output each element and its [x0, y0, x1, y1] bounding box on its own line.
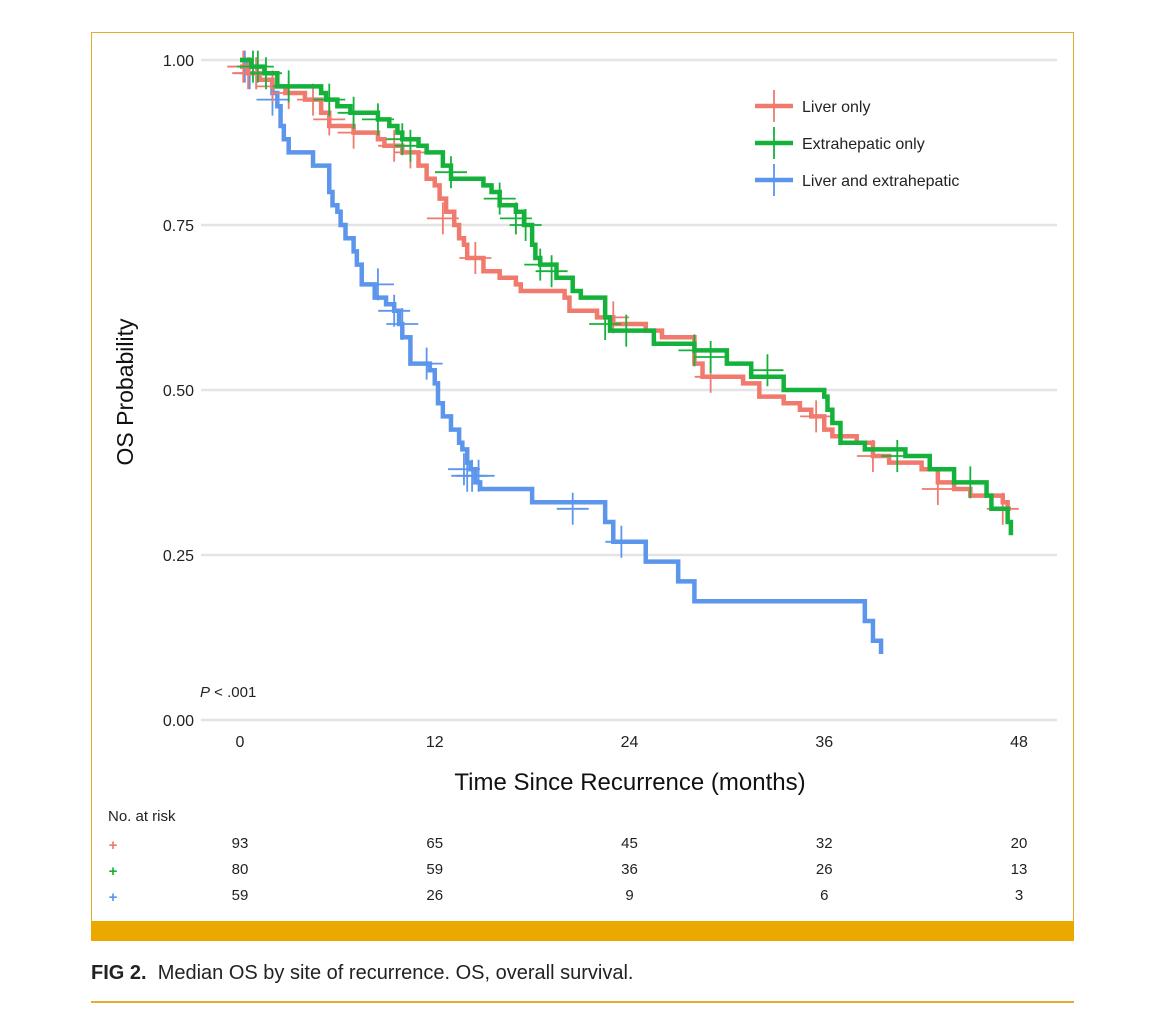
x-tick-label: 36 — [815, 734, 833, 751]
caption-rule — [91, 1001, 1074, 1003]
censor-mark — [386, 123, 419, 156]
censor-mark — [881, 440, 914, 472]
censor-mark — [426, 202, 459, 235]
legend-label: Liver only — [802, 99, 870, 116]
risk-count: 80 — [232, 861, 249, 878]
risk-row: +80 59 36 26 13 — [109, 861, 1028, 880]
censor-mark — [394, 129, 427, 162]
series-liver-only — [227, 50, 1019, 525]
censor-mark — [447, 453, 480, 486]
risk-row-marker: + — [109, 889, 118, 906]
censor-mark — [509, 209, 542, 241]
x-axis-ticks: 0 12 24 36 48 — [236, 734, 1028, 751]
risk-row: +93 65 45 32 20 — [109, 835, 1028, 854]
legend-item: Extrahepatic only — [755, 127, 925, 159]
y-tick-label: 1.00 — [163, 53, 194, 70]
censor-mark — [386, 308, 419, 340]
censor-mark — [678, 334, 711, 367]
censor-mark — [249, 57, 282, 90]
censor-mark — [361, 103, 394, 136]
legend-item: Liver and extrahepatic — [755, 164, 959, 196]
risk-table: No. at risk + 93 65 45 32 20 + 80 59 36 26 13 + 59 26 9 6… — [108, 808, 1027, 906]
risk-count: 65 — [426, 835, 443, 852]
x-tick-label: 0 — [236, 734, 245, 751]
y-axis-label: OS Probability — [112, 318, 138, 466]
censor-mark — [483, 182, 516, 215]
censor-mark — [378, 294, 411, 327]
y-tick-label: 0.25 — [163, 548, 194, 565]
censor-mark — [361, 268, 394, 301]
censor-mark — [800, 400, 833, 433]
censor-mark — [605, 525, 638, 558]
x-tick-label: 12 — [426, 734, 444, 751]
censor-mark — [921, 473, 954, 505]
censor-mark — [556, 492, 589, 525]
legend-label: Extrahepatic only — [802, 136, 925, 153]
censor-mark — [535, 255, 568, 288]
censor-mark — [459, 242, 492, 274]
caption-label: FIG 2. — [91, 962, 147, 984]
censor-mark — [597, 301, 630, 334]
censor-mark — [434, 156, 467, 189]
censor-mark — [954, 466, 987, 499]
y-tick-label: 0.00 — [163, 713, 194, 730]
series-extrahepatic-only — [236, 50, 1014, 536]
censor-mark — [337, 96, 370, 129]
x-tick-label: 24 — [621, 734, 639, 751]
legend-label: Liver and extrahepatic — [802, 173, 959, 190]
censor-mark — [694, 341, 727, 373]
censor-mark — [410, 347, 443, 380]
censor-mark — [462, 459, 495, 492]
censor-mark — [272, 70, 305, 103]
risk-count: 36 — [621, 861, 638, 878]
censor-mark — [589, 308, 622, 340]
censor-mark — [241, 50, 274, 83]
risk-table-title: No. at risk — [108, 808, 176, 825]
p-value-annotation: P < .001 — [200, 684, 256, 701]
risk-count: 93 — [232, 835, 249, 852]
risk-count: 59 — [232, 887, 249, 904]
risk-count: 26 — [426, 887, 443, 904]
risk-count: 26 — [816, 861, 833, 878]
risk-count: 13 — [1011, 861, 1028, 878]
censor-mark — [751, 354, 784, 387]
risk-count: 45 — [621, 835, 638, 852]
censor-mark — [313, 83, 346, 116]
grid-lines — [201, 58, 1057, 722]
x-axis-label: Time Since Recurrence (months) — [454, 769, 805, 796]
p-value-letter: P — [200, 684, 210, 701]
legend-item: Liver only — [755, 90, 870, 122]
legend: Liver only Extrahepatic only Liver and ext… — [755, 90, 959, 196]
figure-caption: FIG 2. Median OS by site of recurrence. … — [91, 962, 633, 985]
risk-count: 20 — [1011, 835, 1028, 852]
risk-count: 9 — [625, 887, 633, 904]
y-axis-ticks: 0.00 0.25 0.50 0.75 1.00 — [163, 53, 194, 730]
risk-row-marker: + — [109, 837, 118, 854]
risk-count: 6 — [820, 887, 828, 904]
risk-count: 32 — [816, 835, 833, 852]
y-tick-label: 0.50 — [163, 383, 194, 400]
x-tick-label: 48 — [1010, 734, 1028, 751]
censor-mark — [499, 202, 532, 235]
survival-curves — [227, 50, 1019, 654]
risk-count: 3 — [1015, 887, 1023, 904]
survival-line — [240, 57, 884, 654]
caption-text: Median OS by site of recurrence. OS, ove… — [157, 962, 634, 984]
risk-count: 59 — [426, 861, 443, 878]
censor-mark — [610, 314, 643, 347]
risk-row-marker: + — [109, 863, 118, 880]
p-value-rest: < .001 — [210, 684, 256, 701]
risk-row: +59 26 9 6 3 — [109, 887, 1024, 906]
figure-bottom-bar — [91, 921, 1074, 941]
y-tick-label: 0.75 — [163, 218, 194, 235]
